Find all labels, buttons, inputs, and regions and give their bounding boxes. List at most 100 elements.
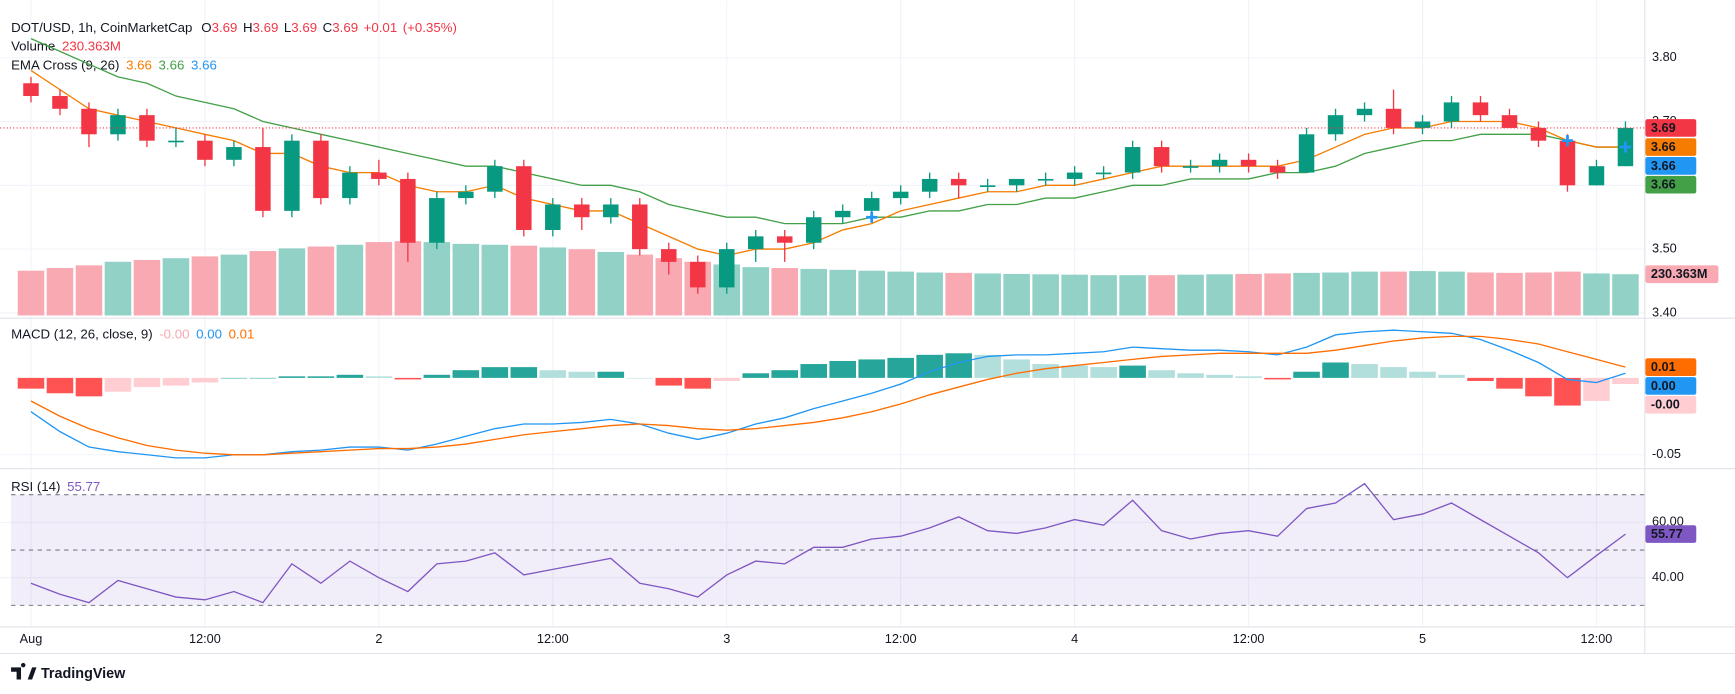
symbol-title: DOT/USD, 1h, CoinMarketCap — [11, 19, 192, 34]
volume-title: Volume — [11, 38, 55, 53]
macd-histogram-bar — [1293, 371, 1320, 378]
legend-value: 3.69 — [291, 19, 317, 34]
ema-cross-value: 3.66 — [191, 57, 217, 72]
price-tag-label: 3.69 — [1651, 120, 1676, 135]
macd-histogram-bar — [249, 377, 277, 379]
y-tick-label: 3.50 — [1652, 240, 1677, 255]
volume-bar — [220, 254, 248, 316]
macd-histogram-bar — [1409, 371, 1436, 378]
legend-value: 3.69 — [253, 19, 279, 34]
volume-bar — [1409, 271, 1436, 316]
x-tick-label: 12:00 — [1233, 631, 1265, 646]
price-tag-label: 55.77 — [1651, 526, 1683, 541]
macd-histogram-bar — [1061, 365, 1088, 378]
volume-bar — [336, 244, 364, 316]
candle-body — [52, 96, 68, 109]
volume-bar — [1119, 275, 1146, 316]
macd-histogram-bar — [1264, 377, 1291, 380]
candle-body — [1588, 166, 1605, 186]
candle-body — [603, 204, 619, 218]
candle-body — [719, 249, 735, 288]
macd-histogram-bar — [1554, 377, 1581, 406]
macd-legend: MACD (12, 26, close, 9) -0.00 0.00 0.01 — [11, 326, 254, 341]
y-tick-label: 3.40 — [1652, 304, 1677, 319]
macd-histogram-bar — [916, 354, 943, 378]
candle-body — [834, 210, 851, 218]
macd-histogram-bar — [220, 377, 248, 379]
ema-slow-value: 3.66 — [159, 57, 185, 72]
volume-bar — [1351, 271, 1378, 316]
rsi-line — [30, 482, 1626, 604]
candle-body — [574, 204, 590, 218]
price-tag-label: 0.01 — [1651, 359, 1676, 374]
volume-bar — [1090, 275, 1117, 316]
candle-body — [950, 178, 967, 186]
volume-bar — [800, 268, 828, 316]
macd-histogram-bar — [1467, 377, 1494, 381]
macd-histogram-bar — [133, 377, 161, 388]
candle-body — [429, 198, 445, 243]
macd-histogram-bar — [1612, 377, 1639, 385]
volume-bar — [1612, 274, 1639, 316]
logo-text: TradingView — [41, 666, 126, 682]
volume-bar — [191, 256, 219, 316]
volume-bar — [1061, 274, 1088, 316]
ema-fast-value: 3.66 — [126, 57, 152, 72]
macd-histogram-bar — [626, 377, 654, 379]
volume-bar — [17, 270, 45, 316]
legend-change: +0.01 — [364, 19, 398, 34]
volume-bar — [1003, 273, 1030, 316]
volume-bar — [539, 247, 567, 316]
candle-body — [1153, 147, 1170, 167]
volume-bar — [162, 258, 190, 316]
candle-body — [1530, 127, 1547, 141]
macd-title: MACD (12, 26, close, 9) — [11, 326, 153, 341]
volume-bar — [249, 251, 277, 316]
volume-bar — [1467, 272, 1494, 316]
volume-bar — [1177, 274, 1204, 316]
x-tick-label: Aug — [20, 631, 43, 646]
volume-bar — [510, 245, 538, 316]
logo: TradingView — [11, 662, 126, 682]
candle-body — [1443, 102, 1460, 122]
macd-value: 0.00 — [196, 326, 222, 341]
x-tick-label: 5 — [1419, 631, 1426, 646]
candle-body — [458, 191, 474, 199]
macd-histogram-bar — [771, 370, 799, 378]
candle-body — [284, 140, 300, 211]
volume-bar — [829, 269, 856, 316]
volume-bar — [481, 244, 509, 316]
volume-bar — [365, 242, 393, 316]
macd-histogram-bar — [887, 357, 914, 378]
price-tag — [1645, 157, 1697, 175]
macd-histogram-bar — [278, 376, 306, 378]
legend-key: L — [284, 19, 291, 34]
candle-body — [1211, 159, 1228, 167]
ema-title: EMA Cross (9, 26) — [11, 57, 119, 72]
price-tag — [1645, 395, 1697, 414]
macd-histogram-bar — [1351, 364, 1378, 378]
candle-body — [400, 178, 416, 243]
candle-body — [1472, 102, 1489, 116]
macd-histogram-bar — [481, 367, 509, 378]
price-tag-label: 230.363M — [1651, 266, 1708, 281]
macd-histogram-bar — [1322, 362, 1349, 378]
macd-histogram-bar — [1003, 359, 1030, 378]
price-tag — [1645, 175, 1697, 194]
x-tick-label: 12:00 — [885, 631, 917, 646]
rsi-legend: RSI (14) 55.77 — [11, 478, 100, 493]
macd-histogram-bar — [394, 377, 422, 380]
volume-bar — [1206, 274, 1233, 316]
volume-bar — [597, 251, 625, 316]
candle-body — [226, 147, 242, 160]
candle-body — [516, 166, 532, 230]
candle-body — [892, 191, 909, 199]
candle-body — [1066, 172, 1083, 179]
candle-body — [1124, 147, 1141, 173]
macd-histogram-bar — [307, 376, 335, 378]
macd-histogram-bar — [858, 359, 885, 378]
candle-body — [1298, 134, 1315, 173]
macd-histogram-bar — [800, 364, 828, 378]
